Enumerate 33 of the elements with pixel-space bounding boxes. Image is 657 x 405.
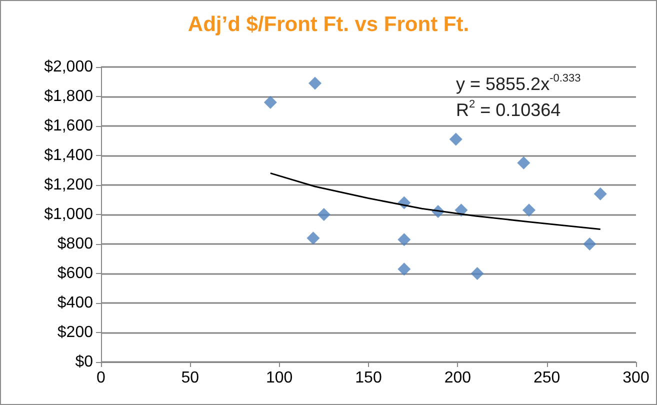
point — [454, 204, 468, 217]
y-tick-label: $1,400 — [44, 147, 94, 164]
point — [517, 156, 530, 170]
point — [317, 208, 330, 221]
x-tick-label: 150 — [355, 370, 382, 386]
x-tick-label: 250 — [533, 370, 560, 386]
point — [470, 267, 484, 280]
y-tick-label: $400 — [57, 294, 94, 312]
y-tick-label: $1,800 — [44, 88, 94, 105]
point — [594, 187, 607, 200]
y-tick-label: $600 — [57, 265, 94, 282]
y-tick-label: $0 — [75, 354, 94, 370]
point — [449, 132, 462, 146]
point — [583, 238, 596, 250]
y-tick-label: $1,600 — [44, 118, 94, 134]
line-series — [270, 172, 602, 230]
point — [306, 232, 320, 245]
point — [398, 262, 411, 276]
point — [264, 96, 277, 109]
y-tick-label: $200 — [57, 324, 94, 341]
x-tick-label: 300 — [622, 370, 650, 386]
y-tick-label: $1,000 — [44, 206, 94, 223]
point — [398, 233, 411, 246]
point — [522, 204, 536, 217]
y-tick-label: $2,000 — [44, 58, 94, 76]
point — [308, 76, 322, 90]
x-tick-label: 50 — [181, 370, 200, 386]
x-tick-label: 0 — [96, 370, 106, 386]
chart-title: Adj’d $/Front Ft. vs Front Ft. — [188, 13, 470, 36]
x-tick-label: 200 — [444, 370, 472, 386]
y-tick-label: $800 — [57, 236, 94, 252]
x-tick-label: 100 — [266, 370, 293, 386]
y-tick-label: $1,200 — [44, 176, 94, 194]
